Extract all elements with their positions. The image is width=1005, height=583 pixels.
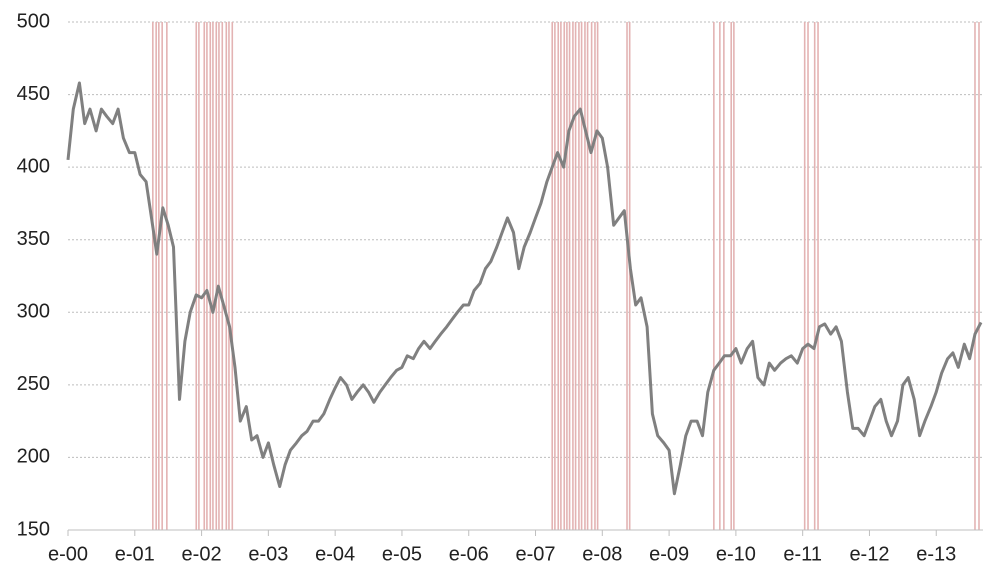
x-tick-label: e-09: [649, 543, 689, 565]
x-tick-label: e-07: [516, 543, 556, 565]
x-tick-label: e-08: [582, 543, 622, 565]
y-tick-label: 250: [17, 373, 50, 395]
y-tick-label: 500: [17, 10, 50, 32]
y-tick-label: 450: [17, 83, 50, 105]
x-tick-label: e-05: [382, 543, 422, 565]
x-tick-label: e-11: [783, 543, 822, 565]
y-tick-label: 200: [17, 446, 50, 468]
x-tick-label: e-02: [182, 543, 222, 565]
x-tick-label: e-03: [248, 543, 288, 565]
y-tick-label: 350: [17, 228, 50, 250]
data-line: [66, 81, 983, 496]
x-tick-label: e-04: [315, 543, 355, 565]
x-tick-label: e-06: [449, 543, 489, 565]
y-tick-label: 150: [17, 518, 50, 540]
x-tick-label: e-00: [48, 543, 88, 565]
x-tick-label: e-10: [716, 543, 756, 565]
y-tick-label: 400: [17, 155, 50, 177]
x-tick-label: e-12: [849, 543, 889, 565]
x-tick-label: e-01: [115, 543, 155, 565]
x-tick-label: e-13: [916, 543, 956, 565]
y-tick-label: 300: [17, 301, 50, 323]
